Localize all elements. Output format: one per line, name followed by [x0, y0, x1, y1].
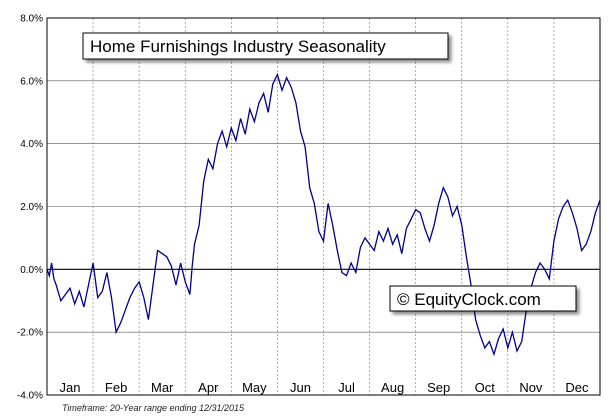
x-tick-label: Feb — [105, 380, 127, 395]
x-tick-label: May — [242, 380, 267, 395]
y-tick-label: 4.0% — [20, 139, 43, 150]
series-line — [46, 72, 601, 357]
x-tick-label: Apr — [198, 380, 219, 395]
y-tick-label: 0.0% — [20, 265, 43, 276]
x-tick-label: Jul — [338, 380, 355, 395]
x-tick-label: Jan — [60, 380, 81, 395]
x-tick-label: Mar — [151, 380, 174, 395]
y-tick-label: 2.0% — [20, 202, 43, 213]
x-tick-label: Jun — [290, 380, 311, 395]
y-axis-ticks: 8.0% 6.0% 4.0% 2.0% 0.0% -2.0% -4.0% — [17, 14, 43, 402]
y-tick-label: 6.0% — [20, 76, 43, 87]
watermark: © EquityClock.com — [397, 290, 541, 309]
chart-title: Home Furnishings Industry Seasonality — [90, 37, 386, 56]
title-box — [82, 32, 449, 60]
watermark-box — [389, 285, 577, 312]
y-tick-label: -2.0% — [17, 328, 43, 339]
x-tick-label: Dec — [565, 380, 589, 395]
x-tick-label: Aug — [381, 380, 404, 395]
y-tick-label: 8.0% — [20, 14, 43, 25]
x-axis-ticks: Jan Feb Mar Apr May Jun Jul Aug Sep Oct Nov Dec — [60, 380, 589, 395]
plot-frame — [46, 17, 601, 396]
x-tick-label: Nov — [519, 380, 543, 395]
grid-lines — [47, 17, 600, 396]
y-tick-label: -4.0% — [17, 391, 43, 402]
x-tick-label: Oct — [475, 380, 496, 395]
x-tick-label: Sep — [427, 380, 450, 395]
footnote: Timeframe: 20-Year range ending 12/31/20… — [62, 403, 245, 413]
